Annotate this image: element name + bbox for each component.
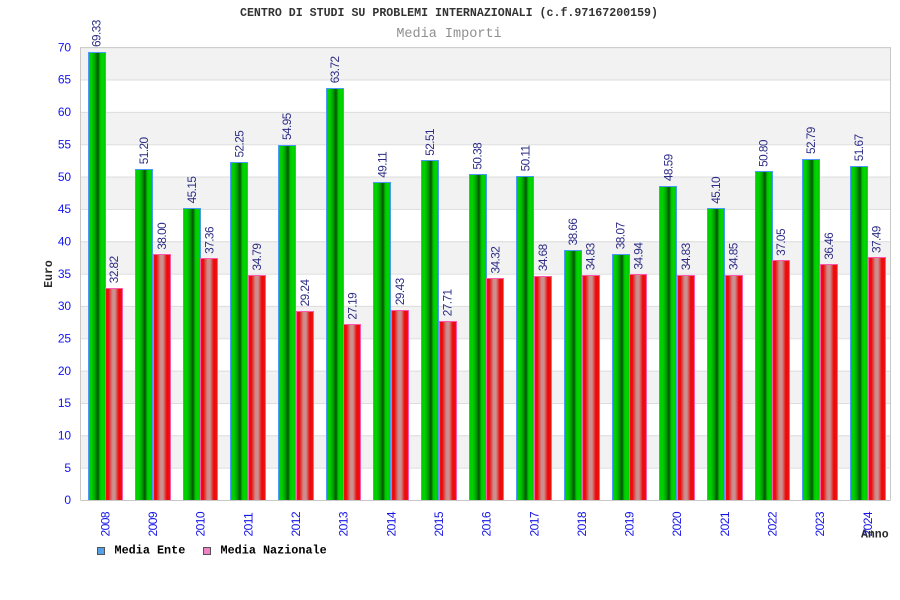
svg-text:2010: 2010 [194, 511, 208, 536]
svg-text:37.05: 37.05 [774, 228, 788, 256]
svg-text:25: 25 [58, 331, 72, 345]
svg-text:49.11: 49.11 [375, 152, 389, 178]
svg-text:45.10: 45.10 [709, 176, 723, 204]
svg-text:34.94: 34.94 [631, 242, 645, 270]
svg-text:2008: 2008 [98, 511, 112, 536]
svg-text:35: 35 [58, 267, 72, 281]
svg-text:51.20: 51.20 [137, 137, 151, 165]
svg-text:2015: 2015 [432, 511, 446, 536]
svg-text:32.82: 32.82 [107, 256, 121, 283]
svg-text:40: 40 [58, 234, 72, 248]
svg-text:10: 10 [58, 429, 72, 443]
svg-text:38.00: 38.00 [155, 222, 169, 250]
svg-text:2021: 2021 [718, 511, 732, 536]
svg-text:34.83: 34.83 [584, 242, 598, 270]
svg-text:2011: 2011 [241, 512, 255, 536]
svg-text:27.19: 27.19 [345, 293, 359, 320]
svg-text:2012: 2012 [289, 511, 303, 536]
svg-text:2013: 2013 [337, 511, 351, 536]
svg-text:Media Importi: Media Importi [396, 27, 501, 42]
svg-text:34.32: 34.32 [488, 247, 502, 274]
svg-text:0: 0 [64, 493, 71, 507]
svg-text:2014: 2014 [384, 511, 398, 536]
svg-text:5: 5 [64, 461, 71, 475]
svg-text:20: 20 [58, 364, 72, 378]
svg-text:2009: 2009 [146, 511, 160, 536]
svg-text:50.80: 50.80 [757, 139, 771, 167]
svg-text:27.71: 27.71 [441, 289, 455, 316]
svg-text:CENTRO DI STUDI SU PROBLEMI IN: CENTRO DI STUDI SU PROBLEMI INTERNAZIONA… [240, 7, 658, 20]
svg-text:54.95: 54.95 [280, 112, 294, 140]
svg-text:52.25: 52.25 [232, 130, 246, 158]
svg-text:52.51: 52.51 [423, 129, 437, 156]
svg-text:36.46: 36.46 [822, 232, 836, 260]
svg-text:48.59: 48.59 [661, 154, 675, 181]
svg-text:2019: 2019 [623, 511, 637, 536]
svg-text:2018: 2018 [575, 511, 589, 536]
svg-text:38.07: 38.07 [614, 222, 628, 249]
svg-text:45.15: 45.15 [185, 176, 199, 204]
svg-text:50.11: 50.11 [518, 145, 532, 171]
svg-text:63.72: 63.72 [328, 57, 342, 84]
svg-text:2020: 2020 [670, 511, 684, 536]
svg-text:60: 60 [58, 105, 72, 119]
svg-text:34.85: 34.85 [727, 242, 741, 270]
svg-text:50: 50 [58, 170, 72, 184]
svg-text:30: 30 [58, 299, 72, 313]
svg-text:69.33: 69.33 [90, 19, 104, 47]
svg-text:38.66: 38.66 [566, 218, 580, 246]
svg-text:2024: 2024 [861, 511, 875, 536]
svg-text:15: 15 [58, 396, 72, 410]
svg-text:29.43: 29.43 [393, 277, 407, 305]
svg-text:2023: 2023 [813, 511, 827, 536]
svg-text:50.38: 50.38 [471, 142, 485, 170]
svg-text:52.79: 52.79 [804, 127, 818, 154]
svg-text:2022: 2022 [766, 511, 780, 536]
svg-text:2016: 2016 [480, 511, 494, 536]
svg-text:34.68: 34.68 [536, 243, 550, 271]
svg-text:Media Nazionale: Media Nazionale [221, 544, 327, 558]
svg-text:45: 45 [58, 202, 72, 216]
svg-text:34.79: 34.79 [250, 244, 264, 271]
svg-text:Media Ente: Media Ente [115, 544, 186, 558]
svg-text:55: 55 [58, 137, 72, 151]
svg-text:29.24: 29.24 [298, 279, 312, 307]
svg-text:51.67: 51.67 [852, 134, 866, 161]
svg-text:37.36: 37.36 [202, 226, 216, 254]
svg-text:Anno: Anno [861, 529, 889, 542]
svg-text:37.49: 37.49 [870, 226, 884, 253]
svg-text:34.83: 34.83 [679, 242, 693, 270]
svg-text:2017: 2017 [527, 511, 541, 536]
svg-text:70: 70 [58, 40, 72, 54]
svg-text:65: 65 [58, 73, 72, 87]
svg-text:Euro: Euro [43, 260, 56, 288]
